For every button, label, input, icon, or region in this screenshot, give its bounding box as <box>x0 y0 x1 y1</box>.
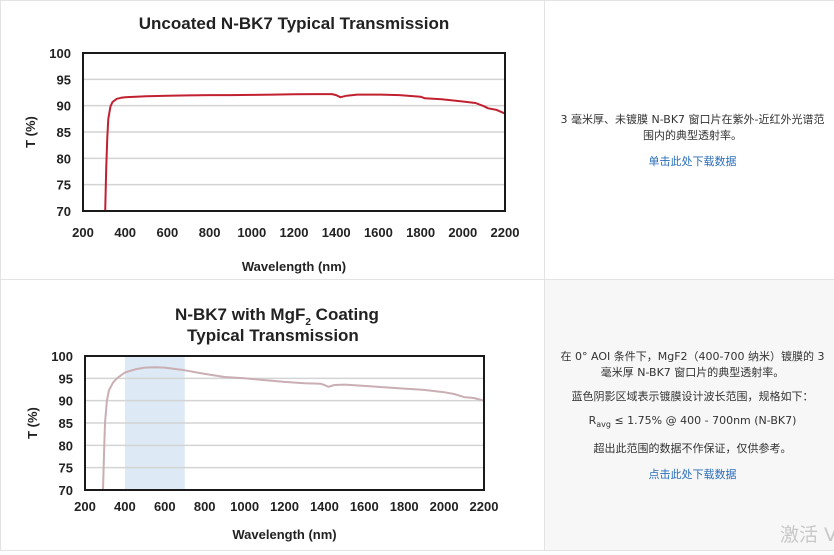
x-tick-label: 400 <box>114 225 136 240</box>
x-axis-label: Wavelength (nm) <box>232 527 336 542</box>
spec-sub: avg <box>596 419 611 429</box>
y-tick-label: 100 <box>51 349 73 364</box>
y-tick-label: 70 <box>59 483 73 498</box>
uncoated-description: 3 毫米厚、未镀膜 N-BK7 窗口片在紫外-近红外光谱范围内的典型透射率。 <box>560 112 825 142</box>
x-tick-label: 1800 <box>390 499 419 514</box>
uncoated-chart-cell: Uncoated N-BK7 Typical Transmission 70 75 8… <box>0 0 544 279</box>
x-tick-label: 600 <box>157 225 179 240</box>
x-tick-label: 1000 <box>237 225 266 240</box>
y-tick-label: 85 <box>59 416 73 431</box>
uncoated-transmission-chart: Uncoated N-BK7 Typical Transmission 70 75 8… <box>23 14 520 274</box>
plot-frame <box>84 355 485 491</box>
y-tick-label: 70 <box>57 204 71 219</box>
reflectance-spec: Ravg ≤ 1.75% @ 400 - 700nm (N-BK7) <box>589 413 797 433</box>
x-tick-label: 1600 <box>350 499 379 514</box>
x-tick-label: 1800 <box>406 225 435 240</box>
x-tick-label: 1200 <box>270 499 299 514</box>
x-tick-label: 1600 <box>364 225 393 240</box>
y-tick-label: 85 <box>57 125 71 140</box>
disclaimer-note: 超出此范围的数据不作保证，仅供参考。 <box>593 441 792 455</box>
coated-chart-cell: N-BK7 with MgF2 Coating Typical Transmiss… <box>0 279 544 550</box>
x-tick-label: 2200 <box>491 225 520 240</box>
y-axis-label: T (%) <box>25 407 40 439</box>
x-tick-label: 1000 <box>230 499 259 514</box>
activation-watermark: 激活 V <box>780 524 834 546</box>
transmission-curve <box>104 93 506 212</box>
uncoated-download-link[interactable]: 单击此处下载数据 <box>648 154 737 168</box>
chart-title: N-BK7 with MgF2 Coating <box>175 305 379 328</box>
table-row-coated: N-BK7 with MgF2 Coating Typical Transmiss… <box>0 279 834 551</box>
shaded-region-note: 蓝色阴影区域表示镀膜设计波长范围，规格如下： <box>571 389 814 403</box>
x-tick-label: 800 <box>199 225 221 240</box>
spec-rest: ≤ 1.75% @ 400 - 700nm (N-BK7) <box>610 413 797 427</box>
chart-title: Uncoated N-BK7 Typical Transmission <box>139 14 449 33</box>
x-tick-label: 1400 <box>310 499 339 514</box>
x-tick-label: 2000 <box>430 499 459 514</box>
x-tick-label: 1400 <box>322 225 351 240</box>
x-tick-label: 2000 <box>448 225 477 240</box>
coated-download-link[interactable]: 点击此处下载数据 <box>648 467 737 481</box>
coated-description-cell: 在 0° AOI 条件下，MgF2（400-700 纳米）镀膜的 3 毫米厚 N… <box>544 279 834 550</box>
y-tick-label: 75 <box>57 178 71 193</box>
y-tick-label: 95 <box>57 72 71 87</box>
y-tick-label: 95 <box>59 371 73 386</box>
x-tick-label: 2200 <box>470 499 499 514</box>
y-axis-label: T (%) <box>23 116 38 148</box>
chart-title-line2: Typical Transmission <box>187 326 359 345</box>
y-tick-label: 75 <box>59 461 73 476</box>
y-tick-label: 80 <box>57 151 71 166</box>
y-tick-label: 90 <box>59 394 73 409</box>
y-tick-label: 100 <box>49 46 71 61</box>
x-tick-label: 200 <box>72 225 94 240</box>
plot-frame <box>82 52 506 212</box>
x-tick-label: 600 <box>154 499 176 514</box>
table-row-uncoated: Uncoated N-BK7 Typical Transmission 70 75 8… <box>0 0 834 279</box>
spec-r: R <box>588 413 597 427</box>
x-tick-label: 800 <box>194 499 216 514</box>
y-tick-label: 80 <box>59 438 73 453</box>
x-tick-label: 200 <box>74 499 96 514</box>
transmission-curve <box>102 366 485 491</box>
coated-description: 在 0° AOI 条件下，MgF2（400-700 纳米）镀膜的 3 毫米厚 N… <box>560 349 825 379</box>
x-tick-label: 400 <box>114 499 136 514</box>
x-axis-label: Wavelength (nm) <box>242 259 346 274</box>
x-tick-label: 1200 <box>280 225 309 240</box>
uncoated-description-cell: 3 毫米厚、未镀膜 N-BK7 窗口片在紫外-近红外光谱范围内的典型透射率。 单… <box>544 0 834 279</box>
y-tick-label: 90 <box>57 99 71 114</box>
